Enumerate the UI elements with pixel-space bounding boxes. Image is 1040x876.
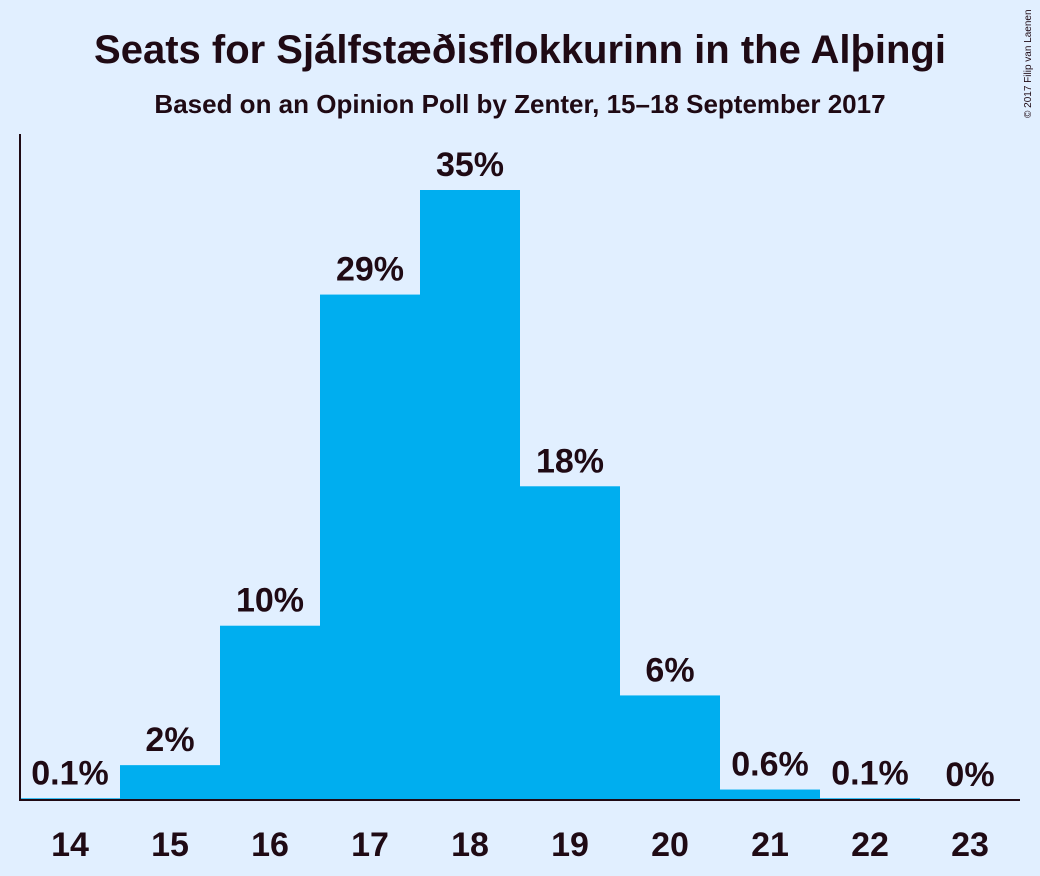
x-tick-label-23: 23 — [951, 826, 989, 864]
bar-18 — [420, 190, 520, 800]
bars-group — [20, 190, 920, 800]
bar-21 — [720, 789, 820, 800]
x-tick-label-17: 17 — [351, 826, 389, 864]
axes-group — [19, 134, 1020, 801]
bar-value-label-16: 10% — [236, 582, 304, 620]
chart-subtitle: Based on an Opinion Poll by Zenter, 15–1… — [154, 89, 886, 119]
x-tick-label-15: 15 — [151, 826, 189, 864]
x-tick-label-18: 18 — [451, 826, 489, 864]
tick-labels-group: 14 15 16 17 18 19 20 21 22 23 — [51, 826, 989, 864]
bar-value-label-21: 0.6% — [731, 746, 809, 784]
bar-value-label-14: 0.1% — [31, 754, 109, 792]
bar-value-label-18: 35% — [436, 146, 504, 184]
bar-16 — [220, 625, 320, 800]
bar-value-label-19: 18% — [536, 442, 604, 480]
x-tick-label-16: 16 — [251, 826, 289, 864]
x-tick-label-19: 19 — [551, 826, 589, 864]
chart-title: Seats for Sjálfstæðisflokkurinn in the A… — [94, 28, 946, 72]
bar-value-label-23: 0% — [945, 756, 994, 794]
x-tick-label-20: 20 — [651, 826, 689, 864]
bar-value-label-20: 6% — [645, 651, 694, 689]
bar-labels-group: 0.1% 2% 10% 29% 35% 18% 6% 0.6% 0.1% 0% — [31, 146, 994, 794]
x-tick-label-21: 21 — [751, 826, 789, 864]
bar-17 — [320, 294, 420, 800]
bar-19 — [520, 486, 620, 800]
bar-value-label-17: 29% — [336, 251, 404, 289]
bar-15 — [120, 765, 220, 800]
x-tick-label-14: 14 — [51, 826, 89, 864]
bar-20 — [620, 695, 720, 800]
bar-value-label-15: 2% — [145, 721, 194, 759]
bar-value-label-22: 0.1% — [831, 754, 909, 792]
x-tick-label-22: 22 — [851, 826, 889, 864]
